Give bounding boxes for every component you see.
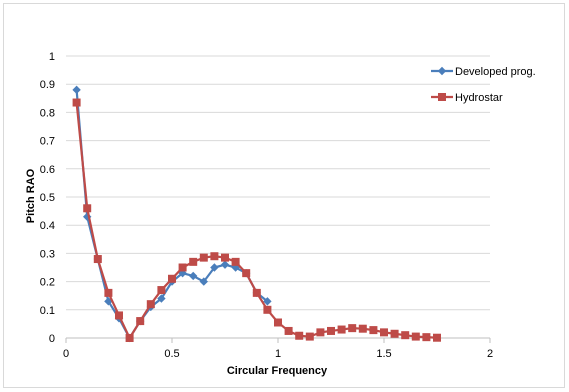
legend-label: Developed prog. <box>455 66 536 78</box>
series-line <box>75 102 438 340</box>
data-point <box>104 288 113 297</box>
x-tick-label: 0.5 <box>164 348 179 360</box>
legend: Developed prog. Hydrostar <box>431 66 536 104</box>
x-tick-label: 0 <box>63 348 69 360</box>
data-point <box>252 288 261 297</box>
data-point <box>221 253 229 262</box>
data-point <box>284 326 293 335</box>
data-point <box>146 300 155 309</box>
data-point <box>136 317 145 326</box>
data-point <box>72 98 81 107</box>
y-tick-label: 0.1 <box>40 305 55 317</box>
data-point <box>305 332 314 341</box>
data-point <box>422 333 431 342</box>
data-point <box>263 297 272 306</box>
y-tick-label: 0.6 <box>40 164 55 176</box>
y-tick-label: 0.2 <box>40 277 55 289</box>
data-point <box>189 257 198 266</box>
data-point <box>199 253 208 262</box>
data-point <box>72 85 81 95</box>
data-series <box>72 85 441 343</box>
data-point <box>168 274 176 283</box>
data-point <box>93 255 102 264</box>
y-tick-label: 0.3 <box>40 248 55 260</box>
series-2 <box>72 98 441 342</box>
data-point <box>380 328 388 337</box>
data-point <box>263 305 272 314</box>
y-tick-label: 0.4 <box>40 220 55 232</box>
data-point <box>358 324 367 333</box>
y-tick-label: 0 <box>49 333 55 345</box>
data-point <box>390 329 399 338</box>
legend-entry: Developed prog. <box>431 66 536 78</box>
x-tick-label: 1 <box>275 348 281 360</box>
legend-entry: Hydrostar <box>431 92 503 104</box>
y-tick-label: 1 <box>49 51 55 63</box>
data-point <box>411 332 420 341</box>
data-point <box>401 331 410 340</box>
legend-swatch-marker <box>438 93 446 101</box>
data-point <box>242 269 251 278</box>
y-tick-label: 0.9 <box>40 79 55 91</box>
data-point <box>199 277 208 286</box>
tick-labels: 0 0.1 0.2 0.3 0.4 0.5 0.6 0.7 0.8 0.9 1 0 0.5 1 1.5 2 <box>40 51 493 360</box>
x-tick-label: 2 <box>487 348 493 360</box>
data-point <box>83 204 92 213</box>
y-axis-title: Pitch RAO <box>25 168 37 223</box>
data-point <box>220 260 230 269</box>
y-tick-label: 0.8 <box>40 107 55 119</box>
data-point <box>369 326 378 335</box>
data-point <box>115 311 123 320</box>
legend-label: Hydrostar <box>455 92 503 104</box>
data-point <box>178 263 187 272</box>
series-1 <box>72 85 272 343</box>
y-tick-label: 0.5 <box>40 192 55 204</box>
chart-container <box>3 3 565 388</box>
y-tick-label: 0.7 <box>40 136 55 148</box>
data-point <box>210 252 219 261</box>
x-tick-label: 1.5 <box>376 348 391 360</box>
legend-swatch-marker <box>437 66 447 76</box>
data-point <box>210 263 219 272</box>
data-point <box>189 271 198 281</box>
data-point <box>231 257 240 266</box>
data-point <box>337 325 346 334</box>
x-axis-title: Circular Frequency <box>227 365 328 377</box>
data-point <box>348 324 357 333</box>
data-point <box>125 334 134 342</box>
data-point <box>433 333 441 342</box>
data-point <box>274 318 282 327</box>
data-point <box>157 294 166 303</box>
data-point <box>157 286 166 295</box>
data-point <box>295 331 304 340</box>
data-point <box>327 326 335 335</box>
gridlines <box>66 55 490 311</box>
data-point <box>316 328 325 337</box>
